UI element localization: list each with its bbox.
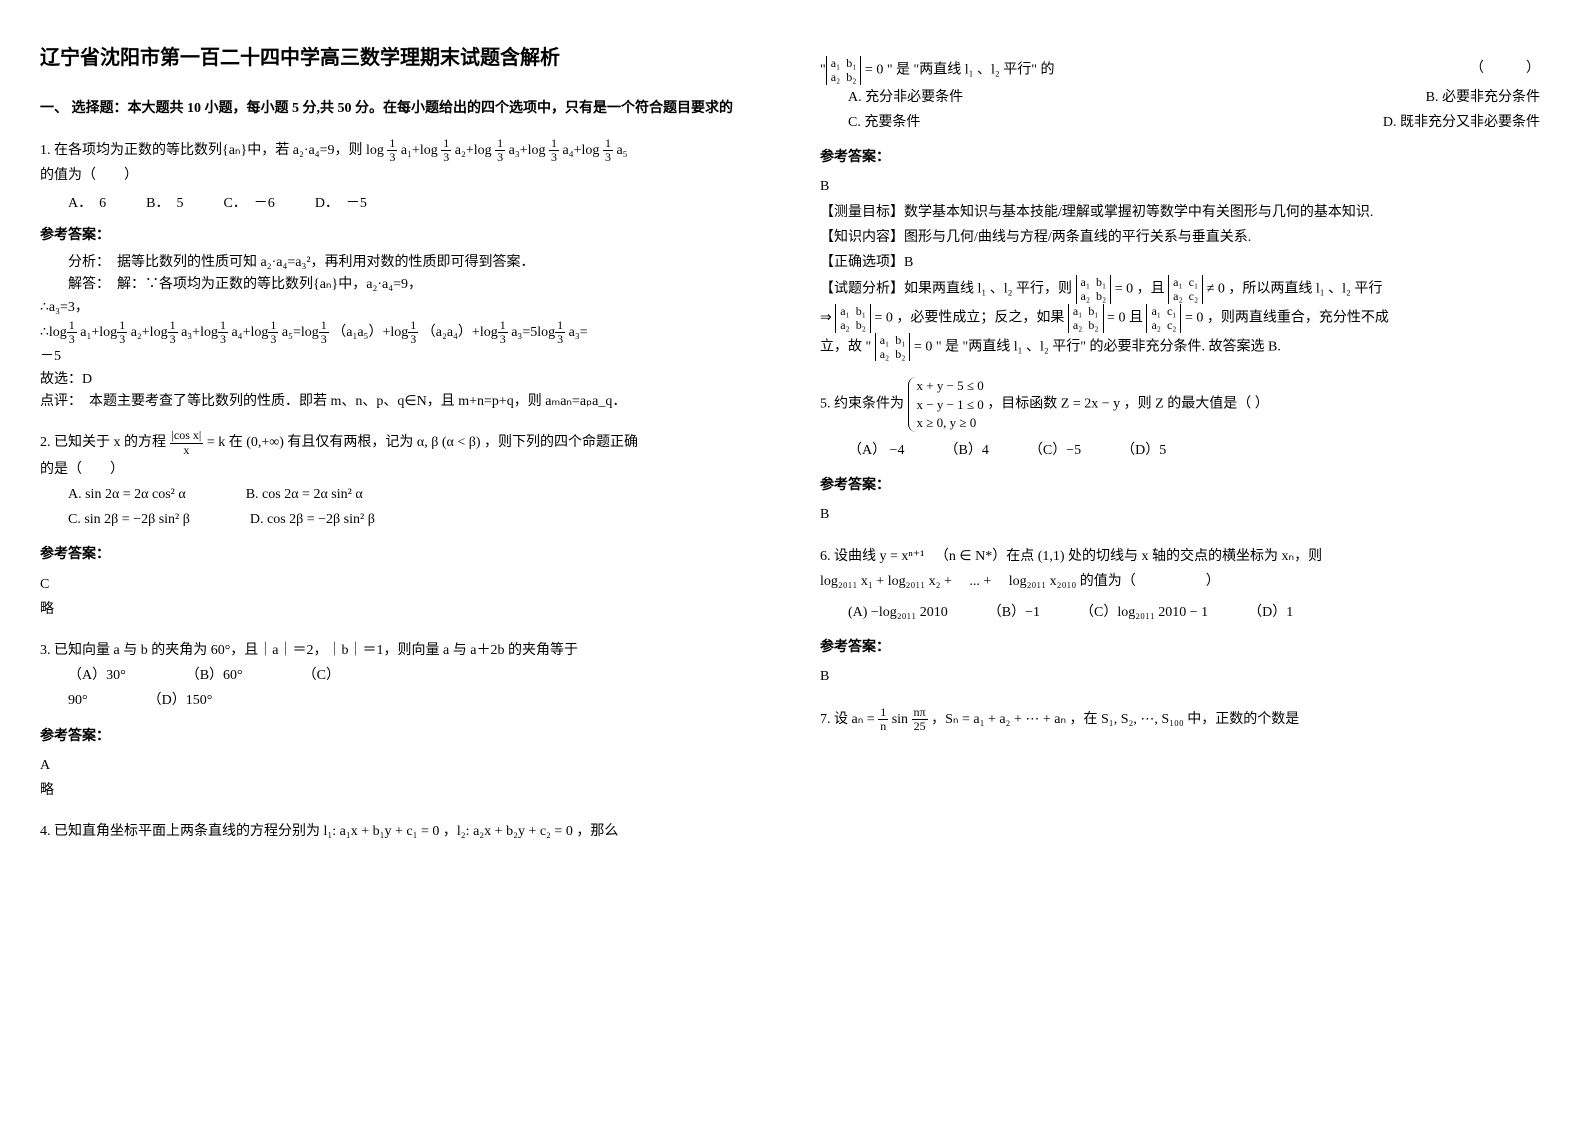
q3-opt-c2: 90° [68, 688, 88, 713]
answer-label: 参考答案： [40, 724, 760, 749]
q6-stem-a: 6. 设曲线 y = xⁿ⁺¹ （n ∈ N*）在点 (1,1) 处的切线与 x… [820, 544, 1540, 569]
q4-answer: B [820, 174, 1540, 199]
q1-analysis-7: 点评： 本题主要考查了等比数列的性质．即若 m、n、p、q∈N，且 m+n=p+… [40, 391, 760, 413]
q2-opt-b: B. cos 2α = 2α sin² α [246, 482, 363, 507]
q6-opt-c: （C）log₂₀₁₁ 2010 − 1 [1080, 600, 1208, 625]
q4-opt-a: A. 充分非必要条件 [848, 85, 963, 110]
q5-stem-b: ，目标函数 Z = 2x − y ，则 Z 的最大值是（ ） [987, 397, 1268, 412]
q1-a4c: a₂+log [131, 325, 168, 340]
q4-correct: 【正确选项】B [820, 250, 1540, 275]
q1-opt-b: B． 5 [146, 193, 183, 215]
q4-opt-c: C. 充要条件 [848, 110, 920, 135]
q5-opt-d: （D）5 [1121, 438, 1166, 463]
q2-tail: 的是（ ） [40, 457, 760, 482]
question-5: 5. 约束条件为 x + y − 5 ≤ 0 x − y − 1 ≤ 0 x ≥… [820, 377, 1540, 527]
q5-opt-a: （A） −4 [848, 438, 905, 463]
q7-stem-b: ，Sₙ = a₁ + a₂ + ⋯ + aₙ ，在 S₁, S₂, ⋯, S₁₀… [931, 711, 1299, 726]
q4-ana2d: ，则两直线重合，充分性不成 [1207, 310, 1389, 325]
question-6: 6. 设曲线 y = xⁿ⁺¹ （n ∈ N*）在点 (1,1) 处的切线与 x… [820, 544, 1540, 690]
q4-stem-b: " 是 "两直线 l₁ 、l₂ 平行" 的 [887, 63, 1055, 78]
q4-goal: 【测量目标】数学基本知识与基本技能/理解或掌握初等数学中有关图形与几何的基本知识… [820, 200, 1540, 225]
q1-stem-a: 1. 在各项均为正数的等比数列{aₙ}中，若 a₂·a₄=9，则 log [40, 143, 384, 158]
q4-ana3a: 立，故 " [820, 339, 871, 354]
q3-answer: A [40, 753, 760, 778]
q6-stem-b: log₂₀₁₁ x₁ + log₂₀₁₁ x₂ + ... + log₂₀₁₁ … [820, 569, 1540, 594]
question-1: 1. 在各项均为正数的等比数列{aₙ}中，若 a₂·a₄=9，则 log 13 … [40, 137, 760, 413]
q5-stem-a: 5. 约束条件为 [820, 397, 908, 412]
q2-opt-d: D. cos 2β = −2β sin² β [250, 507, 375, 532]
answer-label: 参考答案： [40, 542, 760, 567]
q2-stem-a: 2. 已知关于 x 的方程 [40, 435, 170, 450]
q5-opt-b: （B）4 [945, 438, 989, 463]
q1-stem-f: a₅ [616, 143, 627, 158]
q4-content: 【知识内容】图形与几何/曲线与方程/两条直线的平行关系与垂直关系. [820, 225, 1540, 250]
q1-opt-d: D． －5 [315, 193, 367, 215]
question-4-stem: 4. 已知直角坐标平面上两条直线的方程分别为 l₁: a₁x + b₁y + c… [40, 819, 760, 844]
q1-analysis-3: ∴a₃=3， [40, 297, 760, 319]
q4-ana2b: ，必要性成立；反之，如果 [896, 310, 1064, 325]
q6-opt-b: （B）−1 [988, 600, 1040, 625]
q3-note: 略 [40, 778, 760, 803]
q5-answer: B [820, 502, 1540, 527]
section-heading: 一、 选择题：本大题共 10 小题，每小题 5 分,共 50 分。在每小题给出的… [40, 96, 760, 121]
q5-brace3: x ≥ 0, y ≥ 0 [917, 414, 984, 432]
question-7: 7. 设 aₙ = 1n sin nπ25 ，Sₙ = a₁ + a₂ + ⋯ … [820, 706, 1540, 733]
q1-a4g: （a₁a₅）+log [332, 325, 408, 340]
q1-a4d: a₃+log [181, 325, 218, 340]
q1-a4b: a₁+log [80, 325, 117, 340]
q5-opt-c: （C）−5 [1029, 438, 1081, 463]
answer-label: 参考答案： [40, 225, 760, 247]
q3-opt-c: （C） [303, 663, 340, 688]
q2-opt-c: C. sin 2β = −2β sin² β [68, 507, 190, 532]
q1-a4a: ∴log [40, 325, 67, 340]
answer-label: 参考答案： [820, 473, 1540, 498]
q6-opt-d: （D）1 [1248, 600, 1293, 625]
q6-opt-a: (A) −log₂₀₁₁ 2010 [848, 600, 948, 625]
q5-brace1: x + y − 5 ≤ 0 [917, 377, 984, 395]
q3-opt-a: （A）30° [68, 663, 126, 688]
q1-opt-c: C． －6 [223, 193, 274, 215]
q4-paren: （ ） [1470, 56, 1540, 81]
q1-analysis-1: 分析： 据等比数列的性质可知 a₂·a₄=a₃²，再利用对数的性质即可得到答案． [40, 252, 760, 274]
q1-opt-a: A． 6 [68, 193, 106, 215]
answer-label: 参考答案： [820, 145, 1540, 170]
q7-stem-a: 7. 设 [820, 711, 852, 726]
q6-answer: B [820, 664, 1540, 689]
page-title: 辽宁省沈阳市第一百二十四中学高三数学理期末试题含解析 [40, 40, 760, 76]
q5-brace2: x − y − 1 ≤ 0 [917, 396, 984, 414]
q4-ana1a: 【试题分析】如果两直线 l₁ 、l₂ 平行，则 [820, 282, 1072, 297]
q2-note: 略 [40, 597, 760, 622]
q1-tail: 的值为（ ） [40, 165, 760, 187]
question-4-cont: "a₁ b₁a₂ b₂ = 0 " 是 "两直线 l₁ 、l₂ 平行" 的 （ … [820, 56, 1540, 361]
q4-ana1c: ，所以两直线 l₁ 、l₂ 平行 [1228, 282, 1382, 297]
q1-a4f: a₅=log [282, 325, 319, 340]
q3-stem: 3. 已知向量 a 与 b 的夹角为 60°，且｜a｜＝2，｜b｜＝1，则向量 … [40, 638, 760, 663]
question-3: 3. 已知向量 a 与 b 的夹角为 60°，且｜a｜＝2，｜b｜＝1，则向量 … [40, 638, 760, 803]
q3-opt-b: （B）60° [186, 663, 243, 688]
q1-analysis-6: 故选：D [40, 369, 760, 391]
q3-opt-d: （D）150° [148, 688, 213, 713]
q1-stem-d: a₃+log [509, 143, 546, 158]
q1-analysis-5: －5 [40, 346, 760, 368]
q2-answer: C [40, 572, 760, 597]
q4-opt-d: D. 既非充分又非必要条件 [1383, 110, 1540, 135]
q1-analysis-2: 解答： 解：∵各项均为正数的等比数列{aₙ}中，a₂·a₄=9， [40, 274, 760, 296]
q2-stem-b: 在 (0,+∞) 有且仅有两根，记为 α, β (α < β) ，则下列的四个命… [229, 435, 638, 450]
answer-label: 参考答案： [820, 635, 1540, 660]
q4-stem-a: 4. 已知直角坐标平面上两条直线的方程分别为 l₁: a₁x + b₁y + c… [40, 819, 760, 844]
q1-stem-b: a₁+log [401, 143, 438, 158]
q1-a4j: a₃= [569, 325, 588, 340]
q2-opt-a: A. sin 2α = 2α cos² α [68, 482, 186, 507]
q1-stem-e: a₄+log [563, 143, 600, 158]
q4-ana2c: 且 [1129, 310, 1147, 325]
question-2: 2. 已知关于 x 的方程 |cos x|x = k 在 (0,+∞) 有且仅有… [40, 429, 760, 622]
q4-ana2a: ⇒ [820, 310, 832, 325]
q1-a4e: a₄+log [231, 325, 268, 340]
q1-a4h: （a₂a₄）+log [422, 325, 498, 340]
q4-ana1b: ，且 [1137, 282, 1165, 297]
q1-a4i: a₃=5log [511, 325, 555, 340]
q4-opt-b: B. 必要非充分条件 [1426, 85, 1540, 110]
q4-ana3b: " 是 "两直线 l₁ 、l₂ 平行" 的必要非充分条件. 故答案选 B. [936, 339, 1281, 354]
q1-stem-c: a₂+log [455, 143, 492, 158]
